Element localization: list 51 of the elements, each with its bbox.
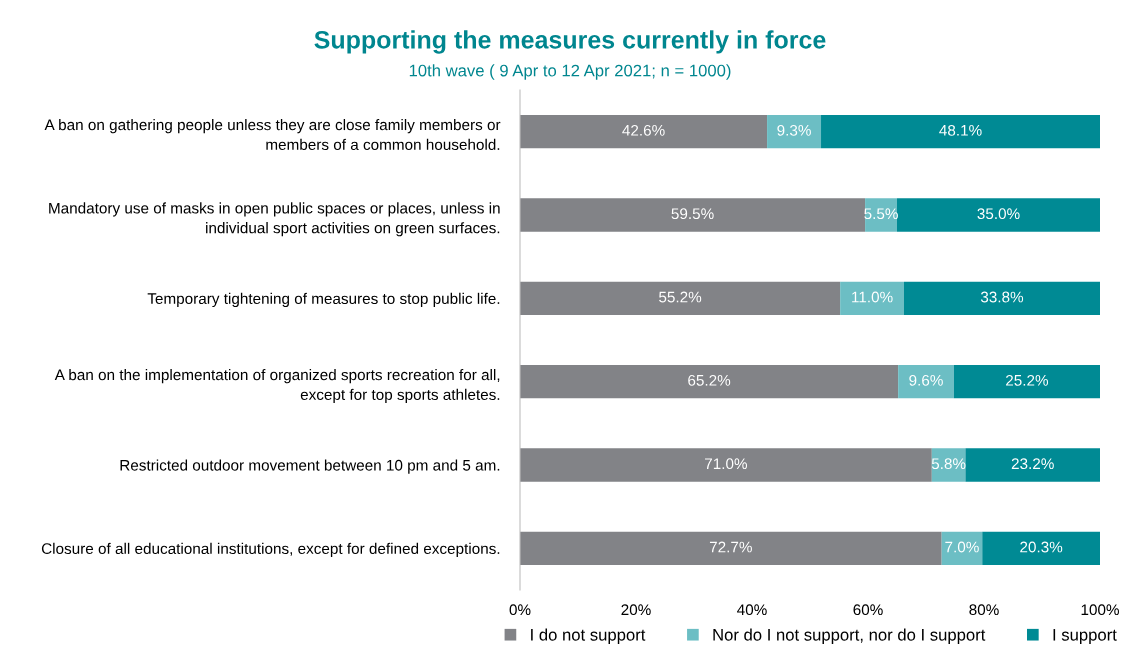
- y-tick-label: Temporary tightening of measures to stop public life.: [147, 292, 500, 308]
- bar: [520, 531, 942, 565]
- bar: [982, 531, 1100, 565]
- bar: [821, 115, 1100, 149]
- legend-label: I do not support: [531, 628, 646, 644]
- bar: [931, 448, 966, 482]
- bar: [520, 365, 899, 399]
- y-tick-label: Restricted outdoor movement between 10 pm and 5 am.: [120, 459, 500, 474]
- bar: [941, 531, 983, 565]
- chart-title: Supporting the measures currently in force: [314, 30, 826, 54]
- legend-label: Nor do I not support, nor do I support: [713, 628, 986, 644]
- y-tick-label: A ban on gathering people unless they are close family members or members of a common household.: [44, 119, 501, 151]
- bar: [520, 448, 932, 482]
- bar: [520, 198, 866, 232]
- x-tick-label: 60%: [853, 604, 883, 616]
- y-tick-label: Closure of all educational institutions, except for defined exceptions.: [41, 542, 500, 558]
- data-label: 9.3%: [777, 124, 811, 136]
- data-label: 25.2%: [1006, 374, 1049, 386]
- data-label: 55.2%: [659, 291, 702, 303]
- bar: [953, 365, 1100, 399]
- data-label: 48.1%: [939, 124, 982, 136]
- y-tick-label: Mandatory use of masks in open public spaces or places, unless in individual sport activities on green surfaces.: [49, 202, 500, 237]
- x-tick-label: 0%: [509, 604, 531, 616]
- data-label: 42.6%: [622, 124, 665, 136]
- data-label: 35.0%: [977, 208, 1020, 220]
- data-label: 20.3%: [1020, 541, 1063, 553]
- bar: [767, 115, 822, 149]
- data-label: 23.2%: [1011, 458, 1054, 470]
- bar: [520, 281, 841, 315]
- bar: [840, 281, 904, 315]
- data-label: 72.7%: [709, 541, 752, 553]
- bar: [520, 115, 768, 149]
- data-label: 5.8%: [931, 458, 966, 470]
- data-label: 59.5%: [671, 208, 714, 220]
- data-label: 7.0%: [945, 541, 979, 553]
- x-tick-label: 40%: [737, 604, 767, 616]
- data-label: 9.6%: [909, 374, 943, 386]
- bar: [965, 448, 1100, 482]
- y-tick-label: A ban on the implementation of organized sports recreation for all, except for top sports athletes.: [54, 369, 500, 404]
- legend-label: I support: [1053, 629, 1117, 644]
- data-label: 33.8%: [980, 291, 1024, 303]
- bar: [903, 281, 1100, 315]
- bar: [897, 198, 1100, 232]
- data-label: 71.0%: [705, 458, 748, 470]
- bar: [898, 365, 954, 399]
- x-tick-label: 100%: [1081, 604, 1119, 616]
- x-tick-label: 20%: [621, 604, 651, 616]
- data-label: 65.2%: [688, 374, 731, 386]
- x-tick-label: 80%: [969, 604, 999, 616]
- chart-subtitle: 10th wave ( 9 Apr to 12 Apr 2021; n = 1000): [409, 64, 731, 80]
- data-label: 11.0%: [852, 291, 893, 303]
